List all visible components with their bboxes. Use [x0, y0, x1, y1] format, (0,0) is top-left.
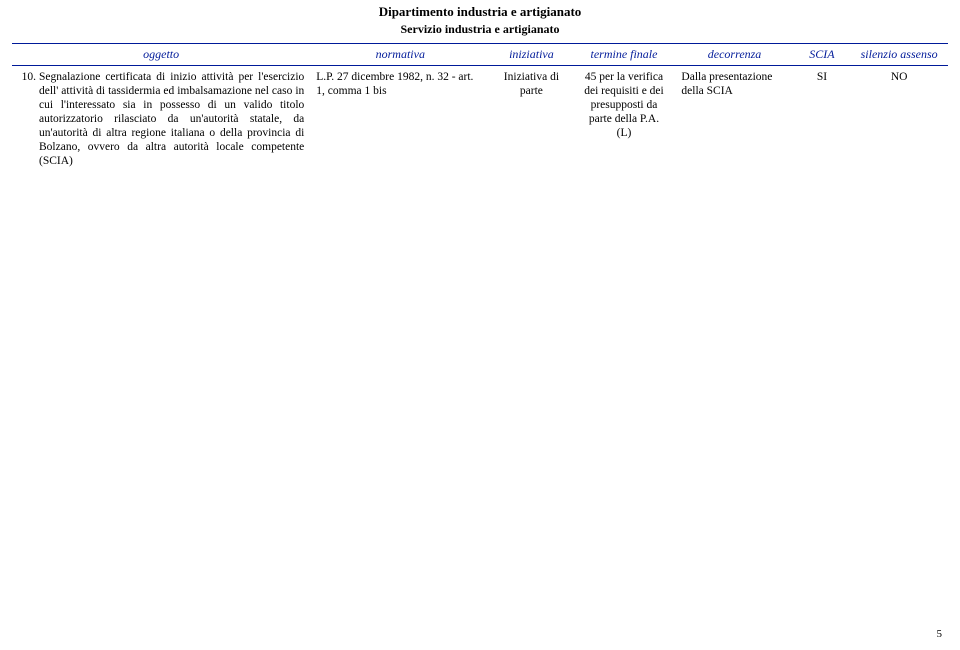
row-number: 10.	[18, 70, 39, 168]
page-header: Dipartimento industria e artigianato Ser…	[0, 0, 960, 37]
col-silenzio: silenzio assenso	[850, 44, 948, 66]
termine-l1: 45 per la verifica	[585, 71, 663, 83]
termine-l4: parte della P.A.	[589, 113, 659, 125]
col-scia: SCIA	[794, 44, 851, 66]
table-row: 10. Segnalazione certificata di inizio a…	[12, 66, 948, 171]
col-termine: termine finale	[573, 44, 676, 66]
cell-normativa: L.P. 27 dicembre 1982, n. 32 - art. 1, c…	[310, 66, 490, 171]
termine-l3: presupposti da	[591, 99, 658, 111]
col-decorrenza: decorrenza	[675, 44, 793, 66]
table-header-row: oggetto normativa iniziativa termine fin…	[12, 44, 948, 66]
oggetto-text: Segnalazione certificata di inizio attiv…	[39, 70, 304, 168]
cell-silenzio: NO	[850, 66, 948, 171]
cell-scia: SI	[794, 66, 851, 171]
iniziativa-l1: Iniziativa di	[504, 71, 559, 83]
cell-decorrenza: Dalla presentazione della SCIA	[675, 66, 793, 171]
col-iniziativa: iniziativa	[490, 44, 572, 66]
page-number: 5	[937, 628, 943, 640]
termine-l5: (L)	[617, 127, 632, 139]
col-oggetto: oggetto	[12, 44, 310, 66]
main-table: oggetto normativa iniziativa termine fin…	[12, 43, 948, 170]
header-service: Servizio industria e artigianato	[0, 22, 960, 37]
cell-iniziativa: Iniziativa di parte	[490, 66, 572, 171]
table-container: oggetto normativa iniziativa termine fin…	[0, 43, 960, 170]
header-dept: Dipartimento industria e artigianato	[0, 4, 960, 20]
decorrenza-l2: della SCIA	[681, 85, 732, 97]
iniziativa-l2: parte	[520, 85, 543, 97]
termine-l2: dei requisiti e dei	[584, 85, 664, 97]
decorrenza-l1: Dalla presentazione	[681, 71, 772, 83]
col-normativa: normativa	[310, 44, 490, 66]
cell-oggetto: 10. Segnalazione certificata di inizio a…	[12, 66, 310, 171]
cell-termine: 45 per la verifica dei requisiti e dei p…	[573, 66, 676, 171]
